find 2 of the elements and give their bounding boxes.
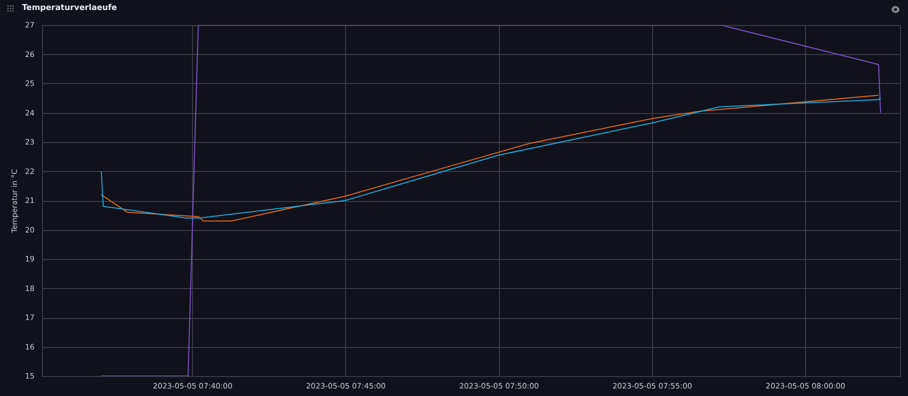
chart-title: Temperaturverlaeufe bbox=[22, 3, 117, 12]
line-series bbox=[100, 25, 882, 376]
